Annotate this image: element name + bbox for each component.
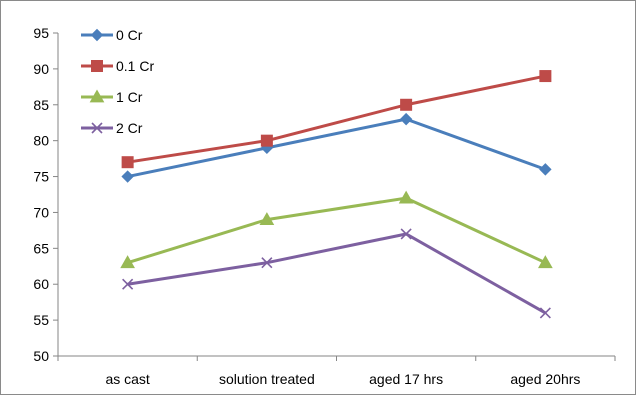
y-tick-label: 90 [33, 61, 49, 77]
data-point [121, 156, 134, 169]
series-line [127, 74, 546, 164]
data-point [399, 112, 413, 126]
series-line [127, 196, 547, 265]
data-point [539, 163, 552, 176]
data-point [538, 255, 553, 269]
data-point [400, 228, 412, 240]
data-point [261, 257, 273, 269]
legend-item-1: 0.1 Cr [81, 58, 154, 74]
series-3 [122, 228, 551, 319]
data-point [398, 190, 414, 204]
data-point [539, 70, 552, 83]
y-tick-label: 50 [33, 348, 49, 364]
legend-label: 1 Cr [116, 89, 143, 105]
data-point [539, 307, 551, 319]
data-point [400, 98, 413, 111]
series-line [127, 232, 547, 315]
series-2 [120, 190, 553, 269]
x-tick-label: aged 17 hrs [369, 371, 443, 387]
x-marker-stroke [539, 307, 551, 319]
data-point [260, 134, 273, 147]
y-tick-label: 60 [33, 276, 49, 292]
x-marker-stroke [400, 228, 412, 240]
legend-marker [90, 28, 104, 42]
data-point [120, 255, 135, 269]
legend-label: 0 Cr [116, 27, 143, 43]
series-line [127, 117, 546, 179]
series-layer [120, 70, 553, 319]
legend-marker [91, 122, 103, 134]
legend-label: 2 Cr [116, 120, 143, 136]
legend-marker [89, 89, 105, 103]
axes: 50 55 60 65 70 75 80 85 90 95 as cast solution trea… [33, 25, 616, 387]
x-marker-stroke [261, 257, 273, 269]
y-tick-label: 80 [33, 133, 49, 149]
series-1 [121, 70, 552, 169]
y-tick-label: 65 [33, 240, 49, 256]
x-marker-stroke [91, 122, 103, 134]
x-tick-label: as cast [105, 371, 149, 387]
x-tick-label: aged 20hrs [510, 371, 580, 387]
y-tick-label: 75 [33, 169, 49, 185]
x-tick-label: solution treated [219, 371, 315, 387]
y-tick-label: 55 [33, 312, 49, 328]
x-marker-stroke [122, 278, 134, 290]
y-tick-label: 70 [33, 204, 49, 220]
legend-item-3: 2 Cr [81, 120, 143, 136]
data-point [259, 212, 275, 225]
y-tick-label: 85 [33, 97, 49, 113]
legend: 0 Cr 0.1 Cr 1 Cr 2 Cr [81, 27, 154, 136]
y-tick-label: 95 [33, 25, 49, 41]
data-point [122, 278, 134, 290]
legend-label: 0.1 Cr [116, 58, 154, 74]
legend-item-2: 1 Cr [81, 89, 143, 105]
legend-marker [91, 60, 103, 72]
legend-item-0: 0 Cr [81, 27, 143, 43]
data-point [121, 170, 134, 183]
